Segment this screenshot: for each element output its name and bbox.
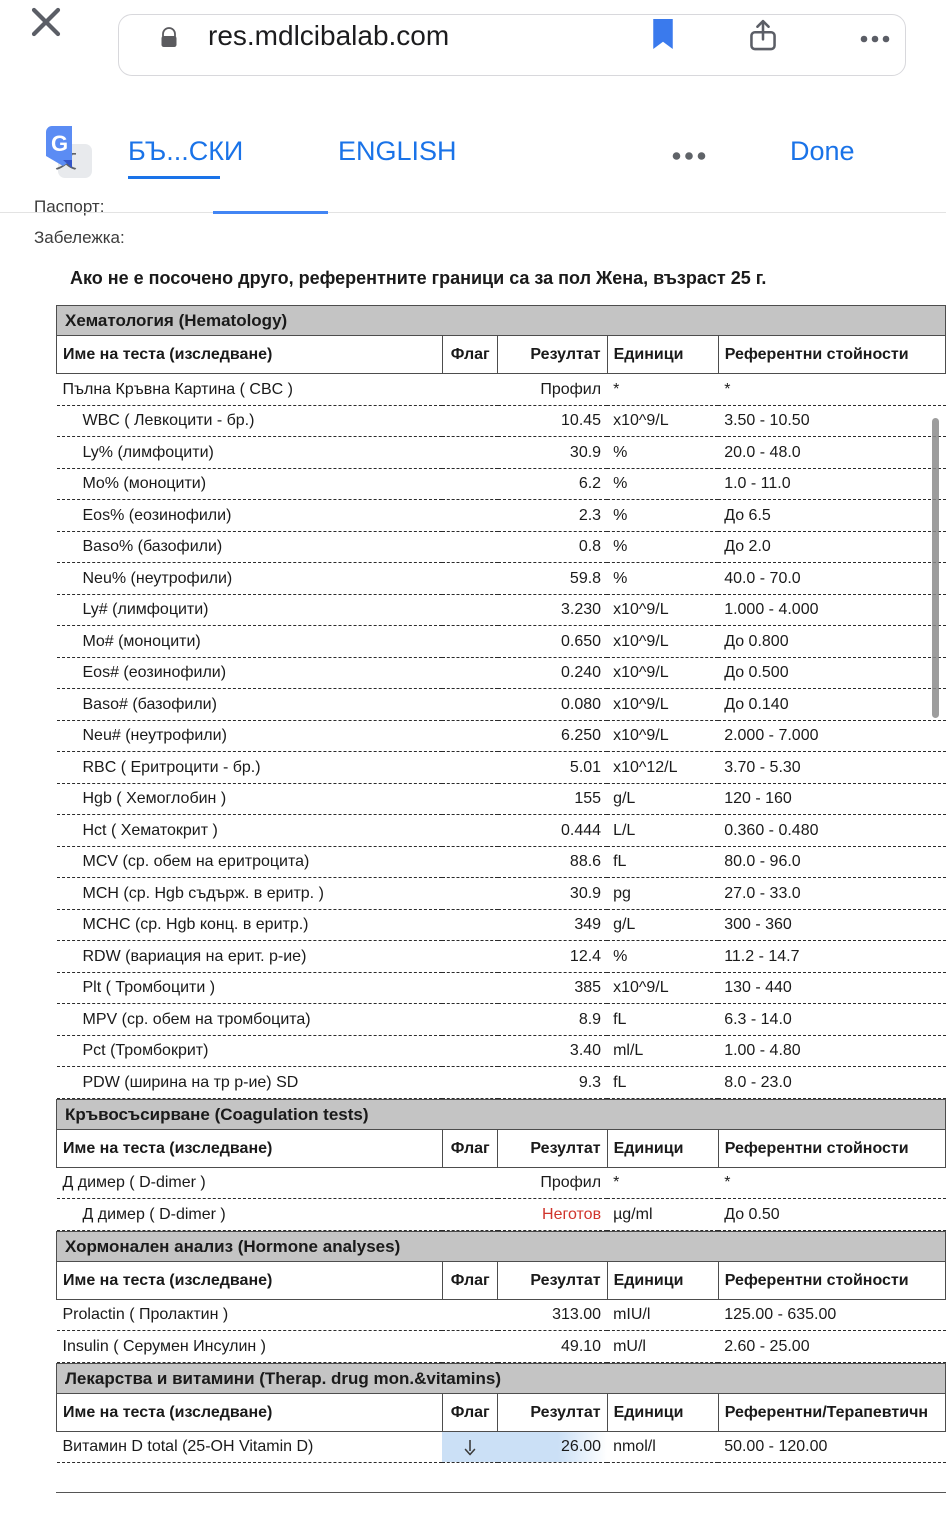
svg-text:G: G: [51, 131, 68, 156]
